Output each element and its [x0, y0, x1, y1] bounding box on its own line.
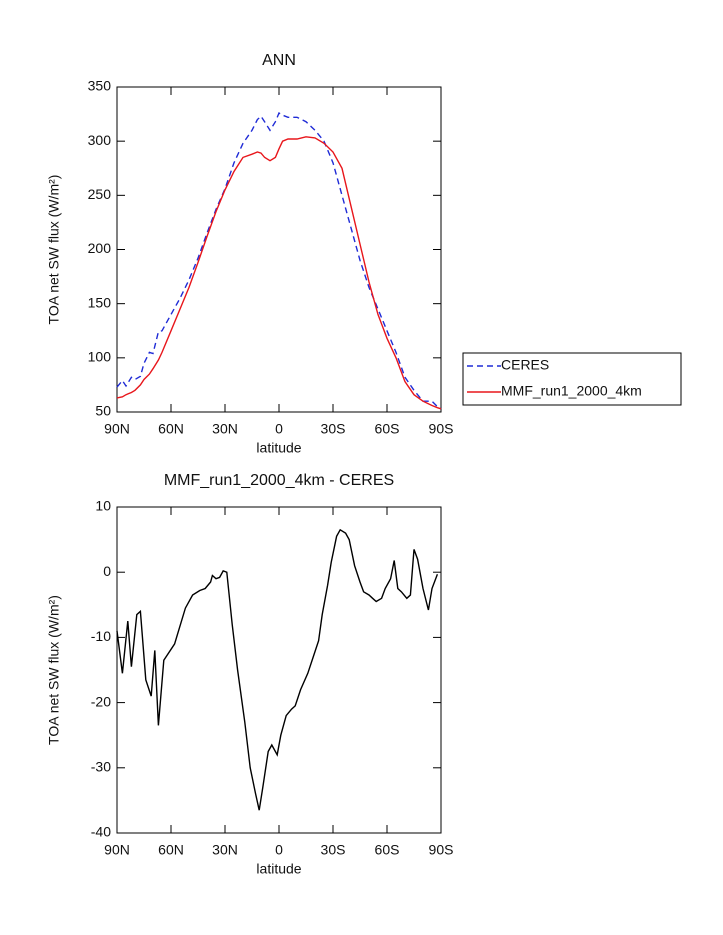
x-tick-label: 90S: [429, 421, 454, 437]
x-tick-label: 30S: [321, 842, 346, 858]
x-tick-label: 90N: [104, 421, 130, 437]
y-tick-label: 50: [95, 403, 111, 419]
legend-box: [462, 352, 682, 406]
y-tick-label: 250: [88, 186, 112, 202]
legend-label: CERES: [501, 357, 549, 373]
y-axis-label: TOA net SW flux (W/m²): [46, 175, 62, 325]
x-tick-label: 60S: [375, 842, 400, 858]
y-tick-label: 10: [95, 498, 111, 514]
x-tick-label: 60S: [375, 421, 400, 437]
x-tick-label: 90N: [104, 842, 130, 858]
x-tick-label: 0: [275, 842, 283, 858]
x-axis-label: latitude: [256, 440, 301, 456]
data-line: [116, 136, 442, 410]
y-tick-label: -10: [91, 628, 111, 644]
chart-title: ANN: [262, 52, 296, 69]
y-tick-label: 100: [88, 349, 112, 365]
x-axis-label: latitude: [256, 861, 301, 877]
y-tick-label: -30: [91, 759, 111, 775]
y-axis-label: TOA net SW flux (W/m²): [46, 595, 62, 745]
data-line: [116, 528, 439, 811]
plot-frame: [116, 86, 442, 413]
y-tick-label: 200: [88, 240, 112, 256]
plot-frame: [116, 506, 442, 834]
x-tick-label: 60N: [158, 842, 184, 858]
x-tick-label: 30S: [321, 421, 346, 437]
x-tick-label: 30N: [212, 421, 238, 437]
chart-title: MMF_run1_2000_4km - CERES: [164, 472, 394, 489]
x-tick-label: 60N: [158, 421, 184, 437]
y-tick-label: 0: [103, 563, 111, 579]
y-tick-label: -20: [91, 693, 111, 709]
x-tick-label: 90S: [429, 842, 454, 858]
x-tick-label: 30N: [212, 842, 238, 858]
y-tick-label: 150: [88, 294, 112, 310]
y-tick-label: 300: [88, 132, 112, 148]
data-line: [116, 111, 442, 410]
y-tick-label: -40: [91, 824, 111, 840]
y-tick-label: 350: [88, 78, 112, 94]
legend-label: MMF_run1_2000_4km: [501, 383, 642, 399]
x-tick-label: 0: [275, 421, 283, 437]
